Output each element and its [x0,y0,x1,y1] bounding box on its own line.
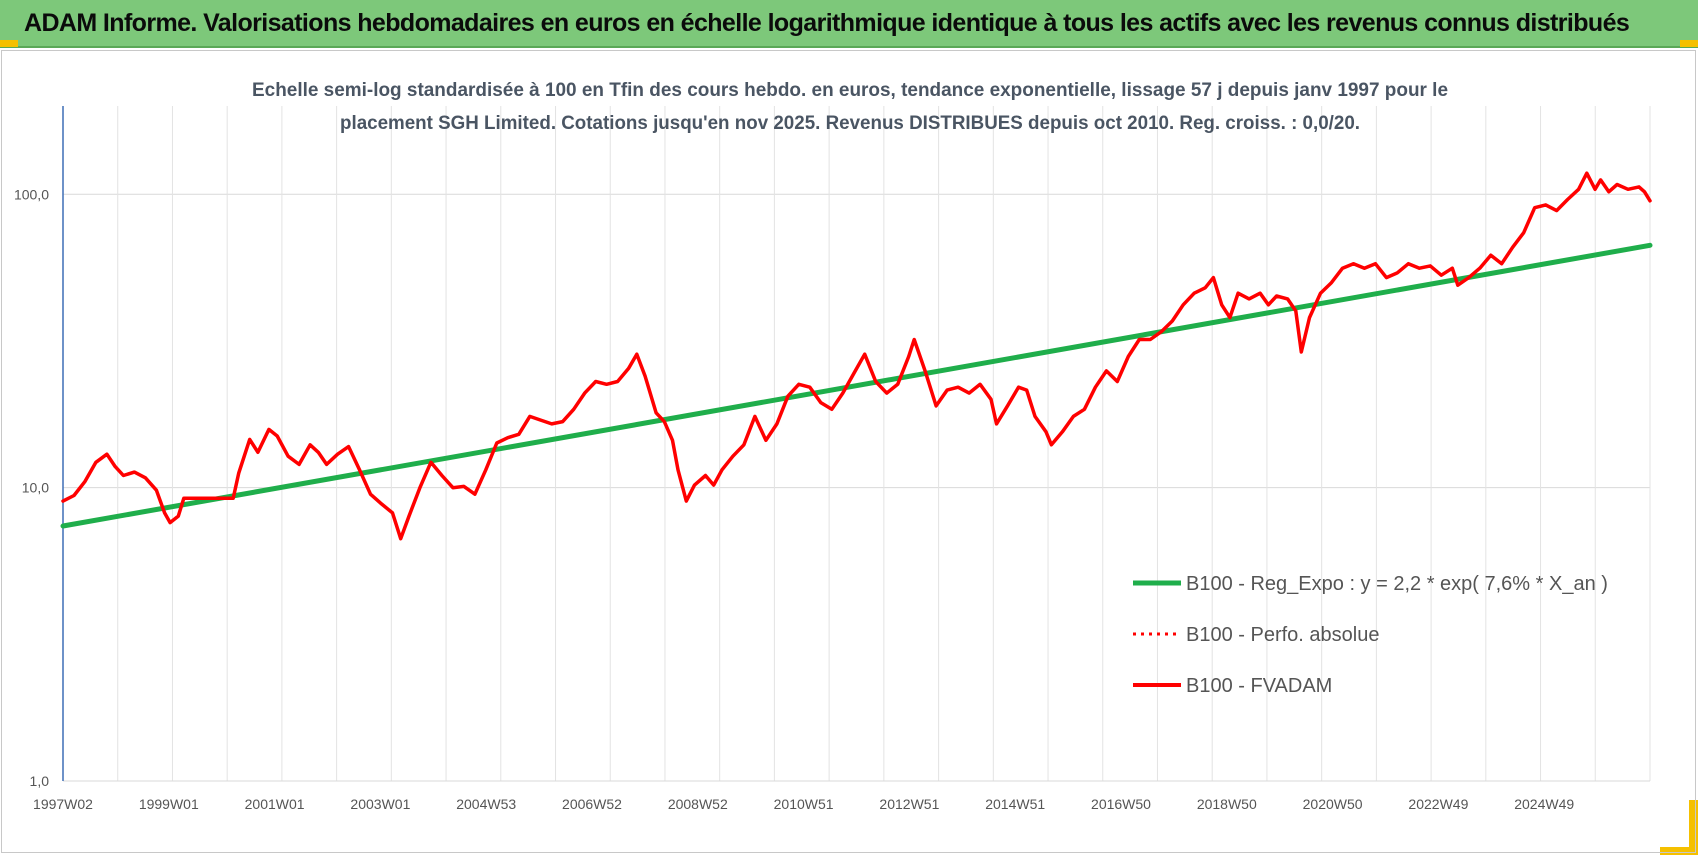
chart-title-line-2: placement SGH Limited. Cotations jusqu'e… [340,112,1360,134]
x-tick-label: 1999W01 [139,796,199,812]
legend-label: B100 - FVADAM [1186,675,1332,697]
series-group [60,171,1653,541]
x-tick-label: 2003W01 [350,796,410,812]
report-banner: ADAM Informe. Valorisations hebdomadaire… [0,0,1698,48]
x-tick-label: 2008W52 [668,796,728,812]
x-tick-label: 2006W52 [562,796,622,812]
x-tick-label: 2010W51 [774,796,834,812]
y-axis-labels: 1,0 10,0 100,0 [14,186,49,789]
grid-lines [63,106,1651,782]
trend-line-reg-expo [60,242,1653,529]
x-tick-label: 2001W01 [245,796,305,812]
chart-title-line-1: Echelle semi-log standardisée à 100 en T… [252,79,1448,101]
x-tick-label: 2024W49 [1514,796,1574,812]
x-tick-label: 2020W50 [1303,796,1363,812]
x-tick-label: 2014W51 [985,796,1045,812]
report-title: ADAM Informe. Valorisations hebdomadaire… [24,9,1630,37]
y-tick-label: 10,0 [22,480,49,496]
x-tick-label: 2004W53 [456,796,516,812]
x-tick-label: 2012W51 [879,796,939,812]
chart-frame [1,50,1696,853]
y-tick-label: 100,0 [14,186,49,202]
x-tick-label: 2016W50 [1091,796,1151,812]
corner-marker-bottom-right [1689,800,1698,855]
legend-label: B100 - Perfo. absolue [1186,624,1379,646]
x-tick-label: 1997W02 [33,796,93,812]
y-tick-label: 1,0 [30,773,50,789]
series-line-fvadam [61,171,1652,541]
corner-marker-bottom-right-base [1660,847,1698,855]
x-axis-labels: 1997W02 1999W01 2001W01 2003W01 2004W53 2006W… [33,796,1574,812]
corner-marker-top-left [0,40,18,47]
x-tick-label: 2022W49 [1408,796,1468,812]
legend-label: B100 - Reg_Expo : y = 2,2 * exp( 7,6% * … [1186,573,1608,595]
corner-marker-top-right [1680,40,1698,47]
legend: B100 - Reg_Expo : y = 2,2 * exp( 7,6% * … [1133,573,1608,697]
x-tick-label: 2018W50 [1197,796,1257,812]
